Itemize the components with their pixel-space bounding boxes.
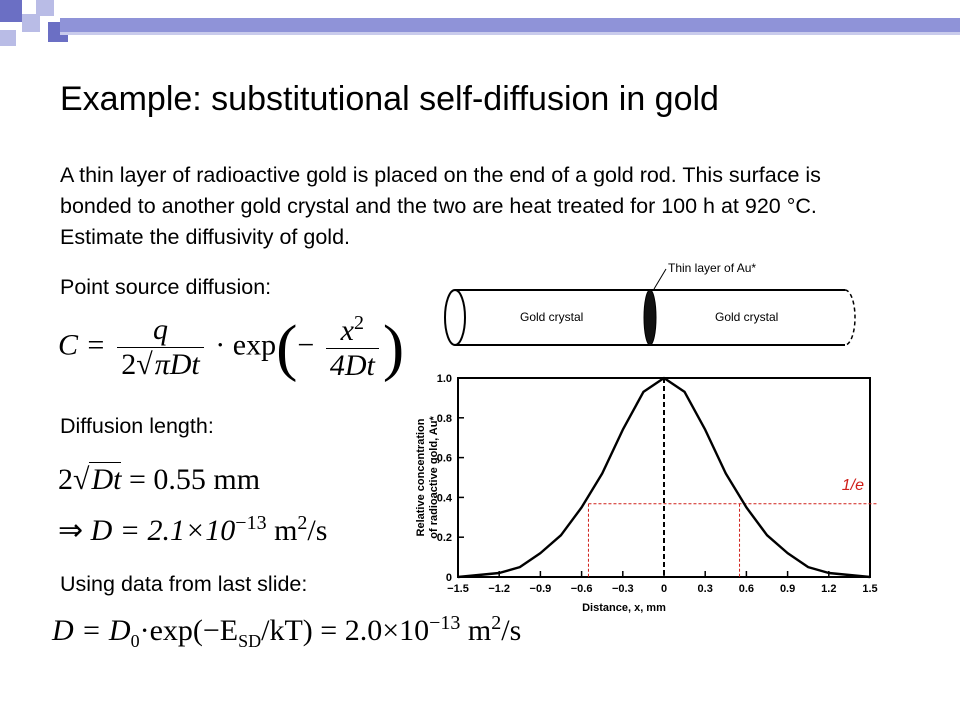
y-tick-label: 0.2 <box>437 532 452 544</box>
y-tick-label: 0 <box>446 572 452 584</box>
y-tick-label: 0.8 <box>437 413 452 425</box>
concentration-curve <box>457 376 871 579</box>
equation-arrhenius-estimate: D = D0·exp(−ESD/kT) = 2.0×10−13 m2/s <box>52 612 522 651</box>
x-tick-label: −1.2 <box>488 583 510 595</box>
label-using-data: Using data from last slide: <box>60 572 308 596</box>
x-tick-label: 0 <box>661 583 667 595</box>
x-axis-label: Distance, x, mm <box>582 602 666 614</box>
y-tick-label: 0.6 <box>437 453 452 465</box>
gold-rod-diagram: Thin layer of Au* Gold crystal Gold crys… <box>444 261 856 346</box>
decor-rule-light <box>60 32 960 35</box>
x-tick-label: 0.9 <box>780 583 795 595</box>
x-tick-label: −0.6 <box>571 583 593 595</box>
slide-title: Example: substitutional self-diffusion i… <box>60 80 719 118</box>
problem-paragraph: A thin layer of radioactive gold is plac… <box>60 163 821 249</box>
x-tick-label: 0.3 <box>698 583 713 595</box>
x-tick-label: −1.5 <box>447 583 469 595</box>
decor-rule <box>60 18 960 32</box>
decor-square-5 <box>0 30 16 46</box>
one-over-e-label: 1/e <box>842 477 864 494</box>
decor-square-2 <box>22 14 40 32</box>
label-point-source: Point source diffusion: <box>60 275 272 299</box>
x-tick-label: 1.2 <box>821 583 836 595</box>
x-tick-label: −0.9 <box>530 583 552 595</box>
y-tick-label: 0.4 <box>437 492 453 504</box>
equation-diffusion-length: 2√Dt = 0.55 mm <box>58 462 261 496</box>
decor-square-1 <box>0 0 22 22</box>
label-diffusion-length: Diffusion length: <box>60 414 214 438</box>
x-tick-label: 1.5 <box>862 583 877 595</box>
rod-right-label: Gold crystal <box>715 310 778 324</box>
y-axis-label-line2: of radioactive gold, Au* <box>428 416 440 539</box>
y-axis-label-line1: Relative concentration <box>415 418 427 536</box>
x-tick-label: −0.3 <box>612 583 634 595</box>
concentration-chart: 0 0.2 0.4 0.6 0.8 1.0 −1.5 −1.2 −0.9 −0.6 −0.3 0 0.3… <box>415 373 878 614</box>
x-tick-label: 0.6 <box>739 583 754 595</box>
y-tick-label: 1.0 <box>437 373 452 385</box>
rod-thin-layer-label: Thin layer of Au* <box>668 261 756 275</box>
equation-diffusivity-result: ⇒ D = 2.1×10−13 m2/s <box>58 512 328 547</box>
rod-left-label: Gold crystal <box>520 310 583 324</box>
equation-point-source: C = q 2√πDt · exp(− x2 4Dt ) <box>58 311 405 383</box>
decor-square-3 <box>36 0 54 16</box>
